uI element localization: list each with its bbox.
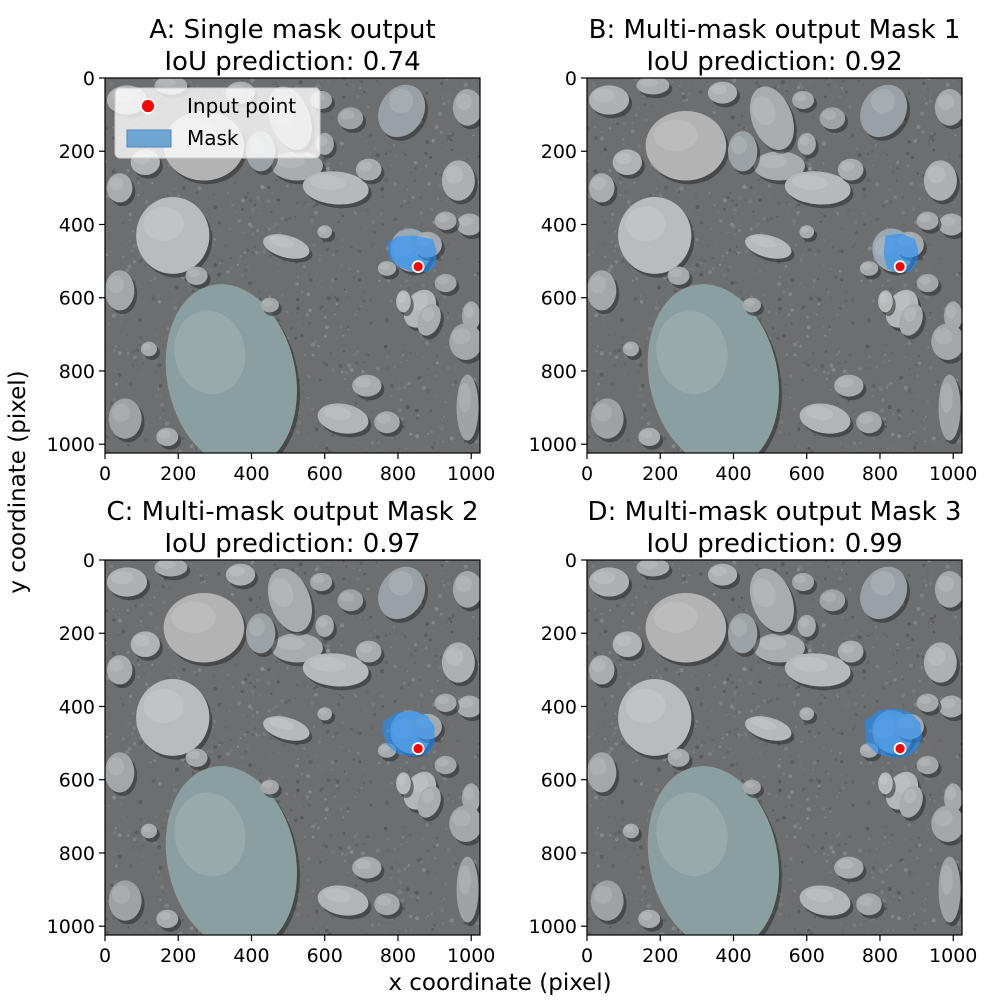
x-tick-label: 800 (380, 945, 416, 967)
y-tick-label: 600 (541, 288, 577, 310)
x-tick-label: 200 (160, 945, 196, 967)
x-tick-label: 600 (307, 945, 343, 967)
panel-title: B: Multi-mask output Mask 1 (589, 15, 961, 45)
mask-overlay (883, 233, 919, 273)
x-tick-label: 400 (715, 945, 751, 967)
legend-mask-patch (126, 129, 172, 148)
x-tick-label: 0 (99, 945, 111, 967)
x-tick-label: 1000 (929, 945, 977, 967)
y-tick-label: 1000 (47, 434, 95, 456)
photo-image (105, 560, 480, 935)
input-point-marker (411, 260, 425, 273)
input-point-marker (893, 742, 907, 755)
y-tick-label: 400 (59, 696, 95, 718)
x-tick-label: 800 (862, 463, 898, 485)
y-tick-label: 200 (541, 623, 577, 645)
mask-overlay (864, 708, 923, 758)
y-tick-label: 800 (541, 361, 577, 383)
panel-title: A: Single mask output (149, 15, 435, 45)
y-tick-label: 600 (59, 288, 95, 310)
x-tick-label: 400 (715, 463, 751, 485)
mask-overlay (387, 235, 437, 273)
panel-subtitle: IoU prediction: 0.74 (164, 47, 420, 77)
y-tick-label: 400 (541, 214, 577, 236)
y-tick-label: 1000 (529, 916, 577, 938)
y-tick-label: 200 (541, 141, 577, 163)
y-tick-label: 800 (59, 361, 95, 383)
x-tick-label: 400 (233, 945, 269, 967)
photo-image (587, 560, 962, 935)
input-point-marker (411, 742, 425, 755)
x-tick-label: 0 (581, 463, 593, 485)
photo-image (587, 78, 962, 453)
y-tick-label: 0 (83, 550, 95, 572)
x-tick-label: 400 (233, 463, 269, 485)
y-tick-label: 400 (59, 214, 95, 236)
y-tick-label: 600 (59, 770, 95, 792)
panel-subtitle: IoU prediction: 0.92 (646, 47, 902, 77)
x-tick-label: 200 (160, 463, 196, 485)
figure-y-label: y coordinate (pixel) (5, 370, 31, 593)
x-tick-label: 200 (642, 945, 678, 967)
axes-frame (586, 559, 963, 936)
legend-label: Input point (187, 94, 296, 118)
x-tick-label: 800 (380, 463, 416, 485)
y-tick-label: 0 (565, 68, 577, 90)
y-tick-label: 1000 (47, 916, 95, 938)
input-point-marker (893, 260, 907, 273)
panel-subtitle: IoU prediction: 0.97 (164, 529, 420, 559)
legend-point-marker (140, 98, 156, 114)
y-tick-label: 200 (59, 141, 95, 163)
y-tick-label: 400 (541, 696, 577, 718)
y-tick-label: 800 (59, 843, 95, 865)
x-tick-label: 600 (789, 945, 825, 967)
x-tick-label: 0 (581, 945, 593, 967)
x-tick-label: 1000 (447, 945, 495, 967)
axes-frame (104, 559, 481, 936)
y-tick-label: 800 (541, 843, 577, 865)
axes-frame (104, 77, 481, 454)
legend-label: Mask (187, 126, 239, 150)
x-tick-label: 1000 (447, 463, 495, 485)
y-tick-label: 0 (83, 68, 95, 90)
x-tick-label: 800 (862, 945, 898, 967)
legend: Input point Mask (114, 87, 321, 159)
y-tick-label: 0 (565, 550, 577, 572)
x-tick-label: 200 (642, 463, 678, 485)
panel-subtitle: IoU prediction: 0.99 (646, 529, 902, 559)
y-tick-label: 200 (59, 623, 95, 645)
panel-title: C: Multi-mask output Mask 2 (106, 497, 478, 527)
x-tick-label: 600 (307, 463, 343, 485)
axes-frame (586, 77, 963, 454)
x-tick-label: 600 (789, 463, 825, 485)
y-tick-label: 1000 (529, 434, 577, 456)
x-tick-label: 0 (99, 463, 111, 485)
figure-x-label: x coordinate (pixel) (388, 970, 611, 996)
panel-title: D: Multi-mask output Mask 3 (588, 497, 962, 527)
y-tick-label: 600 (541, 770, 577, 792)
x-tick-label: 1000 (929, 463, 977, 485)
